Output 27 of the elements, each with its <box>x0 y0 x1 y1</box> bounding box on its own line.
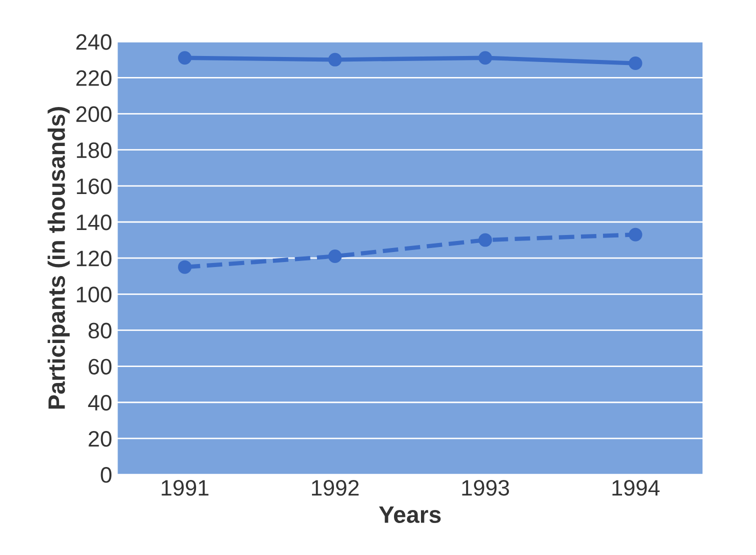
y-tick-label: 20 <box>88 430 112 447</box>
y-axis-title: Participants (in thousands) <box>48 107 70 409</box>
point <box>178 51 192 65</box>
y-tick-label: 80 <box>88 322 112 338</box>
point <box>328 250 342 264</box>
point <box>178 260 192 274</box>
point <box>478 51 492 65</box>
y-tick-label: 0 <box>100 467 112 483</box>
point <box>478 233 492 247</box>
x-axis-title: Years <box>379 506 441 523</box>
y-tick-label: 220 <box>76 70 112 86</box>
y-tick-label: 60 <box>88 358 112 375</box>
point <box>628 56 642 70</box>
y-tick-label: 120 <box>76 250 112 266</box>
point <box>328 52 342 66</box>
y-tick-label: 160 <box>76 178 112 194</box>
point <box>628 228 642 242</box>
y-tick-label: 40 <box>88 394 112 411</box>
x-tick-label: 1992 <box>312 480 359 496</box>
y-tick-label: 180 <box>76 142 112 158</box>
x-tick-label: 1993 <box>462 480 509 496</box>
x-tick-label: 1994 <box>612 480 660 496</box>
y-tick-label: 100 <box>76 286 112 302</box>
x-tick-label: 1991 <box>162 480 208 496</box>
y-tick-label: 240 <box>76 34 112 50</box>
y-tick-label: 200 <box>76 106 112 122</box>
y-tick-label: 140 <box>76 214 112 230</box>
